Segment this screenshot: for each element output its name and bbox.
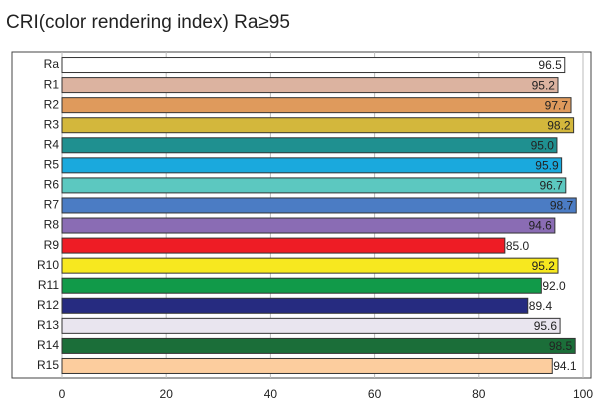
value-label: 94.6 bbox=[529, 219, 553, 233]
value-label: 95.0 bbox=[531, 138, 555, 152]
bar bbox=[61, 117, 575, 134]
bar bbox=[61, 317, 561, 334]
bar bbox=[61, 197, 577, 214]
y-tick-label: R3 bbox=[44, 117, 60, 131]
value-label: 94.1 bbox=[553, 359, 577, 373]
y-tick-label: R11 bbox=[38, 278, 59, 292]
y-tick-label: R2 bbox=[44, 97, 60, 111]
y-tick-label: R4 bbox=[44, 137, 60, 151]
x-tick-label: 100 bbox=[573, 387, 593, 401]
y-tick-label: R14 bbox=[37, 338, 59, 352]
value-label: 96.5 bbox=[538, 58, 562, 72]
value-label: 92.0 bbox=[542, 279, 566, 293]
y-tick-label: R9 bbox=[44, 238, 60, 252]
bar bbox=[61, 157, 563, 174]
x-tick-label: 20 bbox=[160, 387, 174, 401]
bar bbox=[61, 277, 542, 294]
bar bbox=[61, 177, 567, 194]
y-tick-label: R13 bbox=[37, 318, 59, 332]
y-tick-label: R7 bbox=[44, 198, 60, 212]
y-tick-label: R12 bbox=[37, 298, 59, 312]
plot-frame bbox=[11, 51, 592, 379]
value-label: 95.2 bbox=[532, 78, 556, 92]
value-label: 95.2 bbox=[532, 259, 556, 273]
chart-title: CRI(color rendering index) Ra≥95 bbox=[6, 12, 290, 33]
value-label: 98.7 bbox=[550, 199, 574, 213]
bar bbox=[61, 57, 566, 74]
value-label: 95.9 bbox=[535, 159, 559, 173]
bar bbox=[61, 257, 559, 274]
value-label: 98.5 bbox=[549, 339, 573, 353]
bar bbox=[61, 337, 576, 354]
y-tick-label: R15 bbox=[37, 358, 59, 372]
y-tick-label: R8 bbox=[44, 218, 60, 232]
bar bbox=[61, 137, 558, 154]
bar bbox=[61, 357, 553, 374]
y-tick-label: R1 bbox=[44, 77, 60, 91]
x-tick-label: 80 bbox=[472, 387, 486, 401]
value-label: 85.0 bbox=[506, 239, 530, 253]
value-label: 98.2 bbox=[547, 118, 571, 132]
bar bbox=[61, 297, 529, 314]
y-tick-label: R5 bbox=[44, 158, 60, 172]
value-label: 89.4 bbox=[529, 299, 553, 313]
bar bbox=[61, 237, 506, 254]
y-tick-label: Ra bbox=[44, 57, 60, 71]
x-tick-label: 60 bbox=[368, 387, 382, 401]
value-label: 96.7 bbox=[539, 179, 563, 193]
bar bbox=[61, 217, 556, 234]
value-label: 97.7 bbox=[545, 98, 569, 112]
y-tick-label: R6 bbox=[44, 178, 60, 192]
x-tick-label: 40 bbox=[264, 387, 278, 401]
y-tick-label: R10 bbox=[37, 258, 59, 272]
value-label: 95.6 bbox=[534, 319, 558, 333]
bar bbox=[61, 97, 572, 114]
bar bbox=[61, 77, 559, 94]
x-tick-label: 0 bbox=[59, 387, 66, 401]
